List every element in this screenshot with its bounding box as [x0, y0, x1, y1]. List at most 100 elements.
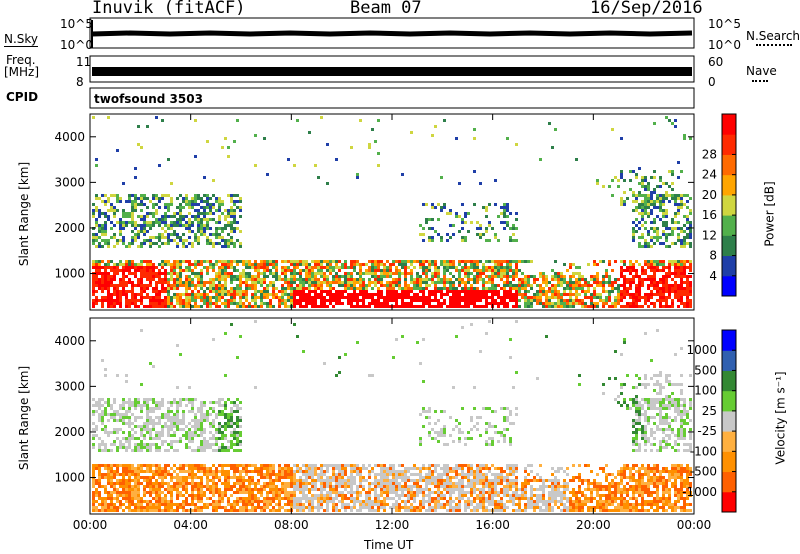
radar-cell — [245, 293, 248, 296]
radar-cell — [269, 503, 272, 506]
radar-cell — [323, 479, 326, 482]
radar-cell — [635, 206, 638, 209]
radar-cell — [185, 305, 188, 308]
radar-cell — [164, 470, 167, 473]
radar-cell — [194, 413, 197, 416]
radar-cell — [167, 419, 170, 422]
radar-cell — [608, 305, 611, 308]
radar-cell — [467, 296, 470, 299]
radar-cell — [221, 482, 224, 485]
radar-cell — [185, 470, 188, 473]
radar-cell — [140, 302, 143, 305]
radar-cell — [140, 215, 143, 218]
radar-cell — [221, 245, 224, 248]
radar-cell — [368, 470, 371, 473]
radar-cell — [164, 449, 167, 452]
radar-cell — [128, 464, 131, 467]
radar-cell — [293, 506, 296, 509]
radar-cell — [113, 428, 116, 431]
radar-cell — [206, 482, 209, 485]
radar-cell — [173, 440, 176, 443]
radar-cell — [494, 302, 497, 305]
radar-cell — [281, 278, 284, 281]
radar-cell — [653, 272, 656, 275]
radar-cell — [503, 209, 506, 212]
radar-cell — [395, 272, 398, 275]
radar-cell — [143, 239, 146, 242]
radar-cell — [269, 299, 272, 302]
radar-cell — [671, 302, 674, 305]
radar-cell — [239, 287, 242, 290]
radar-cell — [155, 491, 158, 494]
radar-cell — [419, 284, 422, 287]
radar-cell — [557, 302, 560, 305]
radar-cell — [659, 200, 662, 203]
radar-cell — [314, 464, 317, 467]
radar-cell — [512, 287, 515, 290]
radar-cell — [533, 275, 536, 278]
radar-cell — [206, 410, 209, 413]
radar-cell — [137, 476, 140, 479]
radar-cell — [365, 284, 368, 287]
radar-cell — [593, 290, 596, 293]
radar-cell — [551, 290, 554, 293]
radar-cell — [458, 272, 461, 275]
radar-cell — [200, 467, 203, 470]
radar-cell — [260, 476, 263, 479]
radar-cell — [272, 296, 275, 299]
radar-cell — [155, 416, 158, 419]
radar-cell — [410, 287, 413, 290]
radar-cell — [107, 296, 110, 299]
radar-cell — [125, 500, 128, 503]
radar-cell — [227, 440, 230, 443]
radar-cell — [152, 407, 155, 410]
radar-cell — [110, 482, 113, 485]
radar-cell — [233, 140, 236, 143]
radar-cell — [644, 293, 647, 296]
radar-cell — [635, 272, 638, 275]
radar-cell — [392, 272, 395, 275]
radar-cell — [170, 275, 173, 278]
radar-cell — [164, 497, 167, 500]
radar-cell — [416, 296, 419, 299]
radar-cell — [641, 179, 644, 182]
radar-cell — [293, 299, 296, 302]
radar-cell — [95, 296, 98, 299]
radar-cell — [302, 506, 305, 509]
radar-cell — [155, 509, 158, 512]
radar-cell — [338, 278, 341, 281]
radar-cell — [443, 278, 446, 281]
radar-cell — [647, 185, 650, 188]
radar-cell — [116, 473, 119, 476]
radar-cell — [440, 260, 443, 263]
radar-cell — [182, 245, 185, 248]
radar-cell — [254, 482, 257, 485]
radar-cell — [353, 296, 356, 299]
radar-cell — [632, 191, 635, 194]
radar-cell — [149, 437, 152, 440]
radar-cell — [167, 482, 170, 485]
radar-cell — [662, 212, 665, 215]
radar-cell — [281, 506, 284, 509]
radar-cell — [323, 302, 326, 305]
radar-cell — [218, 401, 221, 404]
radar-cell — [212, 407, 215, 410]
radar-cell — [503, 302, 506, 305]
radar-cell — [167, 242, 170, 245]
radar-cell — [515, 269, 518, 272]
radar-cell — [287, 482, 290, 485]
radar-cell — [647, 242, 650, 245]
radar-cell — [467, 272, 470, 275]
radar-cell — [452, 224, 455, 227]
radar-cell — [335, 278, 338, 281]
radar-cell — [158, 281, 161, 284]
radar-cell — [494, 233, 497, 236]
radar-cell — [104, 227, 107, 230]
radar-cell — [236, 194, 239, 197]
radar-cell — [665, 290, 668, 293]
radar-cell — [131, 404, 134, 407]
radar-cell — [302, 509, 305, 512]
radar-cell — [458, 284, 461, 287]
radar-cell — [230, 230, 233, 233]
radar-cell — [461, 203, 464, 206]
